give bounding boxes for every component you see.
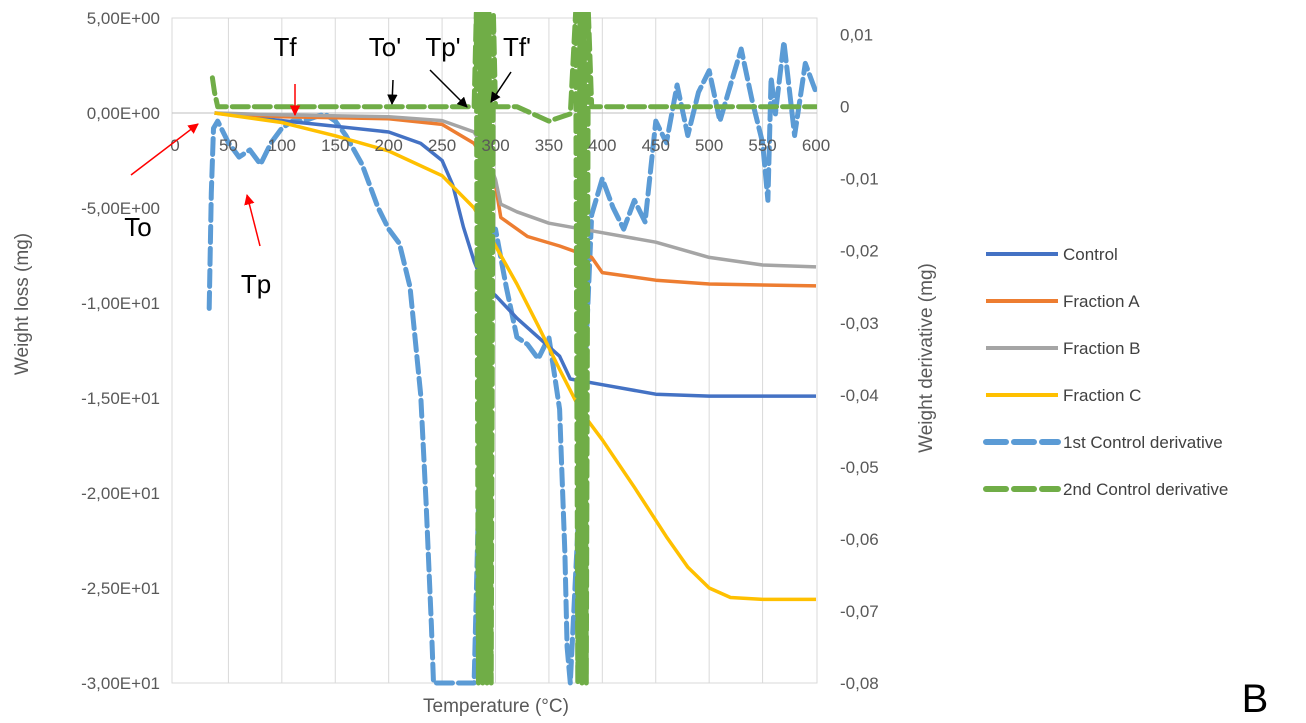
y-right-tick-label: -0,05 [840,458,879,477]
y-left-tick-label: -3,00E+01 [81,674,160,693]
y-axis-left-title: Weight loss (mg) [12,233,33,375]
annotation-label: Tf [273,32,297,62]
y-right-tick-label: -0,03 [840,314,879,333]
series-line-fraction-c [214,111,816,602]
x-tick-label: 600 [802,136,830,155]
legend-label: Fraction B [1063,339,1140,358]
legend-label: Control [1063,245,1118,264]
x-tick-label: 200 [374,136,402,155]
y-left-tick-label: 0,00E+00 [87,104,160,123]
legend-label: 2nd Control derivative [1063,480,1228,499]
y-right-tick-label: 0 [840,98,849,117]
series-line-1st-control-derivative [206,39,817,686]
annotation-arrow [130,123,199,176]
series-line-fraction-b [214,111,817,269]
annotations: To Tp Tf To' Tp' Tf' [124,32,531,299]
y-left-tick-label: -1,50E+01 [81,389,160,408]
x-tick-label: 100 [268,136,296,155]
x-tick-label: 450 [642,136,670,155]
annotation-arrow [429,69,468,108]
annotation-label: To [124,212,151,242]
annotation-label: Tp' [425,32,460,62]
y-right-tick-label: -0,08 [840,674,879,693]
y-right-tick-label: -0,07 [840,602,879,621]
x-tick-label: 50 [219,136,238,155]
y-left-tick-label: 5,00E+00 [87,9,160,28]
annotation-label: Tf' [503,32,531,62]
data-series [206,12,817,686]
legend: Control Fraction A Fraction B Fraction C 1st… [983,245,1228,499]
x-tick-label: 500 [695,136,723,155]
x-tick-label: 350 [535,136,563,155]
y-left-tick-label: -5,00E+00 [81,199,160,218]
annotation-label: Tp [241,269,271,299]
x-axis-title: Temperature (°C) [423,696,569,717]
y-left-tick-label: -2,50E+01 [81,579,160,598]
annotation-arrow [387,79,398,106]
panel-label: B [1242,677,1269,721]
x-tick-label: 550 [748,136,776,155]
annotation-arrow [490,71,512,103]
y-axis-right-title: Weight derivative (mg) [916,263,937,453]
legend-label: 1st Control derivative [1063,433,1223,452]
axes: 0 50 100 150 200 250 300 350 400 450 500 550 600 5,00… [81,9,879,693]
series-line-2nd-control-derivative [209,12,817,686]
x-tick-label: 250 [428,136,456,155]
legend-label: Fraction C [1063,386,1141,405]
y-right-tick-label: -0,01 [840,170,879,189]
x-tick-label: 300 [481,136,509,155]
y-left-tick-label: -1,00E+01 [81,294,160,313]
y-left-tick-label: -2,00E+01 [81,484,160,503]
x-tick-label: 150 [321,136,349,155]
series-line-fraction-a [214,111,817,288]
annotation-arrow [244,193,261,247]
y-right-tick-label: -0,04 [840,386,879,405]
x-tick-label: 400 [588,136,616,155]
legend-label: Fraction A [1063,292,1140,311]
series-line-control [214,111,816,398]
y-right-tick-label: -0,06 [840,530,879,549]
x-tick-label: 0 [170,136,179,155]
y-right-tick-label: -0,02 [840,242,879,261]
annotation-label: To' [369,32,401,62]
y-right-tick-label: 0,01 [840,26,873,45]
